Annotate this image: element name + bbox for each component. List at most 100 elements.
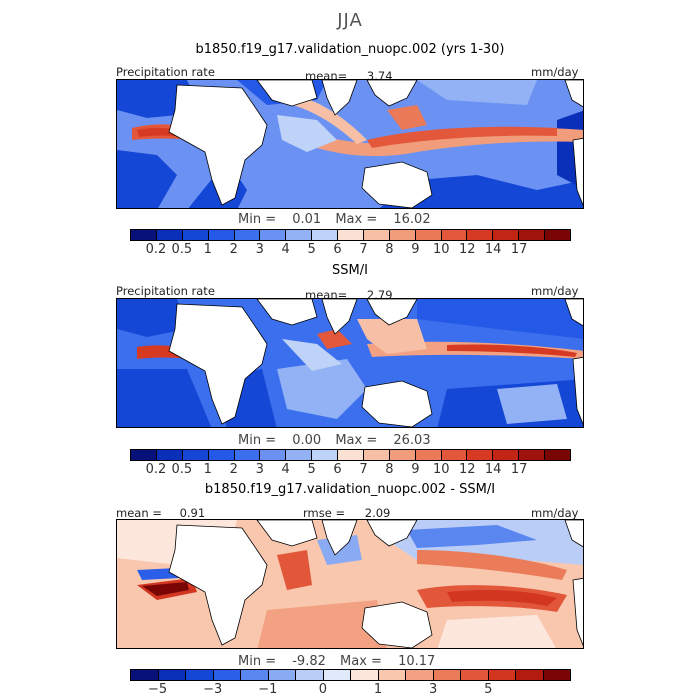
colorbar-swatch: [363, 450, 390, 460]
colorbar-swatch: [363, 230, 390, 240]
panel3-rmse-text: rmse =: [303, 506, 346, 520]
panel1-map: [116, 79, 584, 209]
panel2-colorbar: [130, 449, 571, 461]
colorbar-tick-label: 0.5: [171, 242, 193, 257]
colorbar-tick-label: 6: [333, 242, 342, 257]
colorbar-tick-label: 17: [510, 462, 528, 477]
colorbar-tick-label: 9: [411, 462, 420, 477]
colorbar-tick-label: −5: [147, 682, 168, 697]
colorbar-tick-label: 9: [411, 242, 420, 257]
colorbar-tick-label: 7: [359, 462, 368, 477]
colorbar-tick-label: 3: [255, 462, 264, 477]
panel2-units: mm/day: [531, 284, 579, 298]
colorbar-tick-label: 7: [359, 242, 368, 257]
colorbar-swatch: [156, 230, 183, 240]
colorbar-tick-label: 5: [484, 682, 493, 697]
panel3-colorbar: [130, 669, 571, 681]
panel1-colorbar-ticks: 0.2 0.5 1 2 3 4 5 6 7 8 9 10 12 14 17: [130, 242, 571, 258]
panel3-mean-text: mean =: [116, 506, 162, 520]
colorbar-tick-label: 10: [433, 462, 450, 477]
colorbar-swatch: [378, 670, 406, 680]
colorbar-tick-label: −1: [258, 682, 278, 697]
panel3-mean-label: mean = 0.91: [116, 506, 205, 520]
colorbar-swatch: [467, 450, 494, 460]
colorbar-tick-label: 1: [203, 242, 212, 257]
colorbar-tick-label: 0.2: [145, 462, 167, 477]
panel2-left-label: Precipitation rate: [116, 284, 215, 298]
colorbar-swatch: [389, 450, 416, 460]
colorbar-tick-label: 4: [281, 462, 290, 477]
panel1-min-label: Min =: [238, 212, 277, 227]
colorbar-swatch: [351, 670, 379, 680]
colorbar-swatch: [493, 450, 520, 460]
colorbar-swatch: [519, 450, 545, 460]
colorbar-tick-label: 2: [229, 462, 238, 477]
colorbar-swatch: [519, 230, 545, 240]
colorbar-swatch: [296, 670, 324, 680]
colorbar-swatch: [545, 230, 570, 240]
panel3-units: mm/day: [531, 506, 579, 520]
colorbar-tick-label: 14: [484, 462, 502, 477]
colorbar-swatch: [234, 450, 261, 460]
panel3-minmax: Min = -9.82 Max = 10.17: [238, 654, 435, 669]
colorbar-tick-label: 0.5: [171, 462, 193, 477]
colorbar-swatch: [406, 670, 434, 680]
colorbar-tick-label: 6: [333, 462, 342, 477]
panel1-title: b1850.f19_g17.validation_nuopc.002 (yrs …: [195, 42, 505, 57]
colorbar-tick-label: 3: [429, 682, 438, 697]
panel3-mean-value: 0.91: [179, 506, 206, 520]
panel3-colorbar-ticks: −5 −3 −1 0 1 3 5: [130, 682, 571, 698]
colorbar-swatch: [516, 670, 544, 680]
colorbar-tick-label: 0: [318, 682, 328, 697]
colorbar-swatch: [415, 450, 442, 460]
panel1-map-field: [117, 80, 583, 208]
colorbar-swatch: [286, 230, 313, 240]
colorbar-swatch: [389, 230, 416, 240]
colorbar-swatch: [493, 230, 520, 240]
panel2-min-value: 0.00: [292, 433, 322, 448]
panel1-minmax: Min = 0.01 Max = 16.02: [238, 212, 431, 227]
panel3-max-value: 10.17: [398, 654, 436, 669]
colorbar-tick-label: 14: [484, 242, 502, 257]
panel2-max-value: 26.03: [393, 433, 431, 448]
panel1-max-value: 16.02: [393, 212, 431, 227]
colorbar-swatch: [323, 670, 351, 680]
colorbar-tick-label: −3: [203, 682, 223, 697]
colorbar-tick-label: 4: [281, 242, 290, 257]
colorbar-swatch: [467, 230, 494, 240]
colorbar-swatch: [338, 450, 364, 460]
colorbar-tick-label: 5: [307, 462, 316, 477]
panel1-max-label: Max =: [335, 212, 378, 227]
colorbar-swatch: [213, 670, 241, 680]
panel2-min-label: Min =: [238, 433, 277, 448]
colorbar-tick-label: 0.2: [145, 242, 167, 257]
colorbar-swatch: [208, 450, 235, 460]
panel2-map-field: [117, 299, 583, 427]
colorbar-swatch: [131, 230, 157, 240]
colorbar-swatch: [241, 670, 269, 680]
colorbar-tick-label: 8: [385, 242, 394, 257]
panel1-left-label: Precipitation rate: [116, 65, 215, 79]
colorbar-swatch: [186, 670, 214, 680]
colorbar-tick-label: 12: [458, 462, 476, 477]
colorbar-swatch: [131, 450, 157, 460]
colorbar-swatch: [312, 230, 338, 240]
panel1-units: mm/day: [531, 65, 579, 79]
colorbar-swatch: [461, 670, 489, 680]
panel3-rmse-value: 2.09: [364, 506, 391, 520]
colorbar-swatch: [286, 450, 313, 460]
season-title: JJA: [337, 10, 363, 31]
colorbar-swatch: [433, 670, 461, 680]
colorbar-swatch: [131, 670, 159, 680]
colorbar-tick-label: 2: [229, 242, 238, 257]
panel3-map-field: [117, 520, 583, 648]
colorbar-swatch: [260, 230, 287, 240]
colorbar-swatch: [488, 670, 516, 680]
colorbar-swatch: [260, 450, 287, 460]
panel3-rmse-label: rmse = 2.09: [303, 506, 390, 520]
colorbar-swatch: [182, 230, 209, 240]
colorbar-tick-label: 1: [203, 462, 212, 477]
colorbar-swatch: [208, 230, 235, 240]
panel1-min-value: 0.01: [292, 212, 322, 227]
panel2-title: SSM/I: [332, 263, 368, 278]
